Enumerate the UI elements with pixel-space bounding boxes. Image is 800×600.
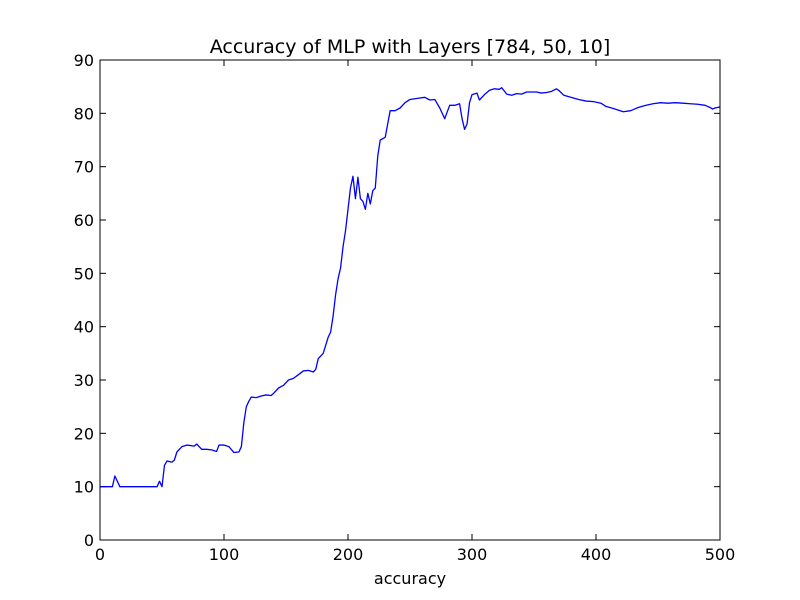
y-tick-label: 30 (74, 371, 94, 390)
tick-labels: 0 100 200 300 400 500 0 10 20 30 40 50 60 70 80 90 (74, 51, 736, 564)
x-tick-label: 500 (705, 545, 736, 564)
y-tick-label: 40 (74, 318, 94, 337)
x-tick-label: 0 (95, 545, 105, 564)
x-tick-label: 400 (581, 545, 612, 564)
y-tick-label: 10 (74, 478, 94, 497)
y-tick-label: 20 (74, 424, 94, 443)
tick-marks (99, 59, 721, 541)
plot-area-frame (99, 59, 721, 541)
y-tick-label: 0 (84, 531, 94, 550)
series-line-accuracy (100, 87, 721, 488)
x-tick-label: 200 (333, 545, 364, 564)
x-axis-label: accuracy (374, 569, 446, 588)
y-tick-label: 70 (74, 158, 94, 177)
x-tick-label: 100 (209, 545, 240, 564)
x-tick-label: 300 (457, 545, 488, 564)
y-tick-label: 50 (74, 264, 94, 283)
y-tick-label: 60 (74, 211, 94, 230)
chart-title: Accuracy of MLP with Layers [784, 50, 10… (210, 36, 610, 58)
y-tick-label: 90 (74, 51, 94, 70)
y-tick-label: 80 (74, 104, 94, 123)
